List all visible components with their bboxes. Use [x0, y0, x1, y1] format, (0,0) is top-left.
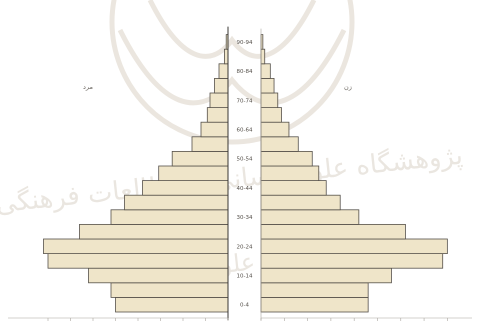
age-label: 50-54 — [237, 157, 253, 163]
female-bar — [261, 108, 282, 123]
female-bar — [261, 297, 368, 312]
age-label: 0-4 — [240, 303, 249, 309]
female-bar — [261, 239, 447, 254]
female-bar — [261, 151, 312, 166]
female-bar — [261, 122, 289, 137]
age-label: 40-44 — [237, 186, 253, 192]
watermark-emblem — [112, 0, 352, 142]
male-bar — [44, 239, 229, 254]
male-bar — [210, 93, 228, 108]
female-bar — [261, 181, 326, 196]
tick-marks — [48, 318, 447, 321]
male-bar — [215, 78, 229, 93]
male-series-label: مرد — [83, 83, 93, 91]
female-bar — [261, 224, 405, 239]
female-bar — [261, 268, 391, 283]
female-bar — [261, 195, 340, 210]
age-label: 20-24 — [237, 244, 253, 250]
female-bar — [261, 137, 298, 152]
age-label: 60-64 — [237, 128, 253, 134]
female-bar — [261, 254, 443, 269]
female-bar — [261, 49, 265, 64]
male-bar — [116, 297, 229, 312]
male-bar — [125, 195, 229, 210]
male-bar — [111, 283, 228, 298]
female-bar — [261, 210, 359, 225]
male-bar — [159, 166, 228, 181]
male-bar — [219, 64, 228, 79]
male-bar — [143, 181, 229, 196]
female-bar — [261, 166, 319, 181]
male-bar — [207, 108, 228, 123]
female-bar — [261, 283, 368, 298]
age-label: 70-74 — [237, 98, 253, 104]
age-label: 30-34 — [237, 215, 253, 221]
age-label: 80-84 — [237, 69, 253, 75]
female-series-label: زن — [344, 83, 352, 91]
male-bar — [89, 268, 229, 283]
male-bar — [224, 49, 228, 64]
female-bar — [261, 64, 270, 79]
male-bar — [172, 151, 228, 166]
age-label: 10-14 — [237, 274, 253, 280]
male-bar — [111, 210, 228, 225]
male-bar — [201, 122, 228, 137]
female-bar — [261, 78, 274, 93]
male-bar — [192, 137, 228, 152]
male-bars — [44, 35, 229, 312]
watermark-line-1: پژوهشگاه علوم انسانی و مطالعات فرهنگی — [0, 140, 464, 220]
male-bar — [80, 224, 229, 239]
male-bar — [48, 254, 228, 269]
female-bar — [261, 93, 278, 108]
age-label: 90-94 — [237, 40, 253, 46]
